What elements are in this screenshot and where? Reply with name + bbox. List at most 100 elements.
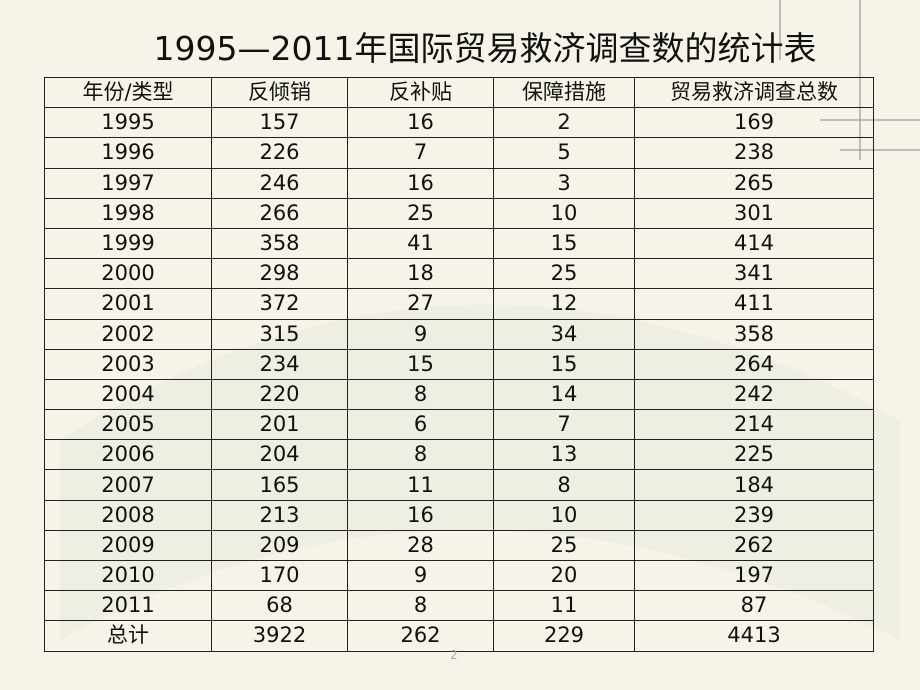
- cell: 170: [211, 559, 348, 592]
- data-row: 2008 213 16 10 239: [44, 499, 874, 531]
- cell: 165: [211, 469, 348, 501]
- cell: 13: [493, 439, 635, 471]
- cell: 27: [347, 288, 494, 320]
- cell: 262: [347, 620, 494, 652]
- data-row: 1999 358 41 15 414: [44, 227, 874, 260]
- cell: 18: [347, 258, 494, 290]
- cell: 2003: [44, 348, 212, 380]
- cell: 6: [347, 409, 494, 441]
- cell: 1998: [44, 197, 212, 229]
- cell: 8: [347, 439, 494, 471]
- cell: 16: [347, 499, 494, 531]
- data-row: 1997 246 16 3 265: [44, 167, 874, 199]
- cell: 25: [347, 197, 494, 229]
- cell: 214: [634, 409, 874, 441]
- cell: 4413: [634, 620, 874, 652]
- cell: 201: [211, 409, 348, 441]
- cell: 1996: [44, 137, 212, 169]
- cell: 10: [493, 499, 635, 531]
- data-row: 2006 204 8 13 225: [44, 439, 874, 471]
- cell: 358: [634, 318, 874, 350]
- cell: 20: [493, 559, 635, 592]
- cell: 总计: [44, 620, 212, 652]
- cell: 197: [634, 559, 874, 592]
- cell: 265: [634, 167, 874, 199]
- cell: 220: [211, 378, 348, 411]
- cell: 213: [211, 499, 348, 531]
- header-cell: 年份/类型: [44, 76, 212, 109]
- cell: 414: [634, 227, 874, 260]
- cell: 28: [347, 529, 494, 562]
- cell: 2008: [44, 499, 212, 531]
- cell: 2004: [44, 378, 212, 411]
- data-row: 2011 68 8 11 87: [44, 590, 874, 622]
- header-cell: 反补贴: [347, 76, 494, 109]
- data-table: 年份/类型 反倾销 反补贴 保障措施 贸易救济调查总数 1995 157 16 2 169 1996…: [44, 76, 874, 652]
- cell: 234: [211, 348, 348, 380]
- page-number: 2: [450, 648, 458, 662]
- cell: 8: [493, 469, 635, 501]
- cell: 16: [347, 167, 494, 199]
- cell: 2005: [44, 409, 212, 441]
- cell: 2009: [44, 529, 212, 562]
- data-row: 总计 3922 262 229 4413: [44, 620, 874, 652]
- cell: 68: [211, 590, 348, 622]
- cell: 15: [347, 348, 494, 380]
- cell: 15: [493, 227, 635, 260]
- cell: 239: [634, 499, 874, 531]
- cell: 262: [634, 529, 874, 562]
- header-cell: 贸易救济调查总数: [634, 76, 874, 109]
- cell: 1999: [44, 227, 212, 260]
- cell: 9: [347, 318, 494, 350]
- cell: 204: [211, 439, 348, 471]
- cell: 5: [493, 137, 635, 169]
- cell: 2006: [44, 439, 212, 471]
- data-row: 1998 266 25 10 301: [44, 197, 874, 229]
- cell: 25: [493, 529, 635, 562]
- data-row: 2000 298 18 25 341: [44, 258, 874, 290]
- cell: 9: [347, 559, 494, 592]
- cell: 12: [493, 288, 635, 320]
- header-cell: 保障措施: [493, 76, 635, 109]
- cell: 225: [634, 439, 874, 471]
- cell: 25: [493, 258, 635, 290]
- header-row: 年份/类型 反倾销 反补贴 保障措施 贸易救济调查总数: [44, 76, 874, 109]
- cell: 2: [493, 107, 635, 139]
- cell: 41: [347, 227, 494, 260]
- cell: 3922: [211, 620, 348, 652]
- cell: 2001: [44, 288, 212, 320]
- cell: 411: [634, 288, 874, 320]
- cell: 226: [211, 137, 348, 169]
- cell: 2002: [44, 318, 212, 350]
- cell: 184: [634, 469, 874, 501]
- cell: 264: [634, 348, 874, 380]
- data-row: 2007 165 11 8 184: [44, 469, 874, 501]
- cell: 15: [493, 348, 635, 380]
- slide-title: 1995—2011年国际贸易救济调查数的统计表: [153, 29, 817, 68]
- cell: 238: [634, 137, 874, 169]
- cell: 7: [493, 409, 635, 441]
- cell: 358: [211, 227, 348, 260]
- cell: 10: [493, 197, 635, 229]
- cell: 11: [347, 469, 494, 501]
- data-row: 2002 315 9 34 358: [44, 318, 874, 350]
- data-row: 2005 201 6 7 214: [44, 409, 874, 441]
- cell: 372: [211, 288, 348, 320]
- data-row: 2004 220 8 14 242: [44, 378, 874, 411]
- cell: 298: [211, 258, 348, 290]
- cell: 87: [634, 590, 874, 622]
- cell: 2007: [44, 469, 212, 501]
- data-row: 2003 234 15 15 264: [44, 348, 874, 380]
- cell: 266: [211, 197, 348, 229]
- cell: 14: [493, 378, 635, 411]
- cell: 242: [634, 378, 874, 411]
- cell: 11: [493, 590, 635, 622]
- cell: 1997: [44, 167, 212, 199]
- header-cell: 反倾销: [211, 76, 348, 109]
- cell: 209: [211, 529, 348, 562]
- cell: 16: [347, 107, 494, 139]
- cell: 246: [211, 167, 348, 199]
- cell: 157: [211, 107, 348, 139]
- cell: 1995: [44, 107, 212, 139]
- data-row: 2009 209 28 25 262: [44, 529, 874, 562]
